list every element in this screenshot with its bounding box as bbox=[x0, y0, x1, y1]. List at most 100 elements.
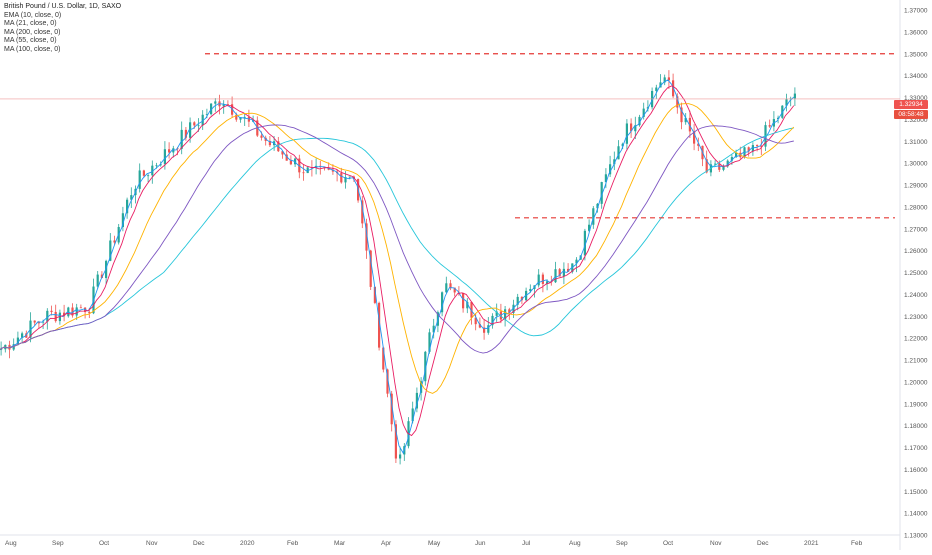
candle-body bbox=[655, 87, 658, 91]
y-tick-label: 1.15000 bbox=[904, 489, 928, 496]
y-tick-label: 1.19000 bbox=[904, 401, 928, 408]
candle-body bbox=[470, 301, 473, 318]
candle-body bbox=[260, 135, 263, 138]
candle-body bbox=[340, 173, 343, 183]
x-tick-label: 2020 bbox=[240, 540, 255, 547]
y-tick-label: 1.23000 bbox=[904, 314, 928, 321]
candle-body bbox=[33, 320, 36, 323]
candle-body bbox=[747, 147, 750, 152]
candle-body bbox=[537, 274, 540, 286]
candle-body bbox=[168, 149, 171, 153]
candle-body bbox=[54, 311, 57, 322]
candle-body bbox=[130, 195, 133, 200]
candle-body bbox=[163, 149, 166, 165]
candle-body bbox=[730, 157, 733, 161]
candle-body bbox=[142, 170, 145, 176]
candle-body bbox=[310, 167, 313, 169]
x-tick-label: Feb bbox=[287, 540, 299, 547]
x-tick-label: Oct bbox=[99, 540, 109, 547]
candle-body bbox=[121, 213, 124, 228]
candle-body bbox=[512, 304, 515, 313]
x-tick-label: Aug bbox=[5, 540, 17, 547]
candle-body bbox=[193, 122, 196, 126]
candle-body bbox=[793, 93, 796, 99]
x-tick-label: Sep bbox=[52, 540, 64, 547]
candle-body bbox=[239, 117, 242, 120]
candle-body bbox=[449, 283, 452, 288]
candle-body bbox=[541, 274, 544, 284]
candle-body bbox=[625, 123, 628, 144]
x-tick-label: Apr bbox=[381, 540, 392, 547]
candle-body bbox=[285, 154, 288, 161]
candle-body bbox=[386, 369, 389, 394]
candle-body bbox=[71, 307, 74, 316]
y-tick-label: 1.33000 bbox=[904, 95, 928, 102]
y-tick-label: 1.32000 bbox=[904, 117, 928, 124]
candle-body bbox=[453, 287, 456, 293]
candle-body bbox=[21, 333, 24, 338]
candle-body bbox=[289, 160, 292, 165]
candle-body bbox=[600, 182, 603, 204]
candle-body bbox=[609, 164, 612, 175]
candle-body bbox=[466, 301, 469, 309]
candle-body bbox=[495, 311, 498, 316]
candle-body bbox=[508, 309, 511, 313]
candle-body bbox=[159, 164, 162, 166]
candle-body bbox=[630, 123, 633, 132]
candle-body bbox=[554, 269, 557, 283]
candle-body bbox=[684, 117, 687, 123]
candle-body bbox=[516, 296, 519, 305]
candle-body bbox=[420, 381, 423, 393]
candle-body bbox=[222, 104, 225, 107]
candle-body bbox=[588, 224, 591, 231]
candle-body bbox=[79, 307, 82, 309]
ma-line bbox=[0, 103, 795, 394]
candle-body bbox=[697, 143, 700, 146]
candle-body bbox=[75, 307, 78, 316]
ma-line bbox=[0, 85, 795, 437]
candle-body bbox=[96, 274, 99, 287]
candle-body bbox=[558, 269, 561, 277]
candle-body bbox=[474, 317, 477, 325]
candle-body bbox=[546, 281, 549, 284]
candle-body bbox=[663, 77, 666, 83]
candle-body bbox=[726, 160, 729, 167]
candle-body bbox=[751, 145, 754, 152]
candle-body bbox=[604, 174, 607, 183]
y-tick-label: 1.30000 bbox=[904, 161, 928, 168]
y-tick-label: 1.22000 bbox=[904, 336, 928, 343]
candle-body bbox=[88, 312, 91, 314]
candle-body bbox=[680, 107, 683, 123]
candle-body bbox=[693, 131, 696, 144]
x-tick-label: Oct bbox=[663, 540, 673, 547]
candle-body bbox=[147, 175, 150, 177]
x-tick-label: Nov bbox=[146, 540, 158, 547]
candle-body bbox=[373, 286, 376, 303]
candle-body bbox=[378, 302, 381, 348]
candle-body bbox=[575, 259, 578, 264]
candle-body bbox=[42, 321, 45, 323]
candle-body bbox=[768, 125, 771, 127]
legend-ma100: MA (100, close, 0) bbox=[4, 45, 61, 53]
candle-body bbox=[50, 310, 53, 312]
candle-body bbox=[25, 333, 28, 338]
candle-body bbox=[226, 104, 229, 105]
chart-title: British Pound / U.S. Dollar, 1D, SAXO bbox=[4, 3, 122, 10]
y-tick-label: 1.14000 bbox=[904, 511, 928, 518]
legend: British Pound / U.S. Dollar, 1D, SAXO EM… bbox=[4, 3, 121, 55]
candle-body bbox=[785, 99, 788, 106]
candle-body bbox=[399, 454, 402, 459]
x-tick-label: Sep bbox=[616, 540, 628, 547]
x-tick-label: Aug bbox=[569, 540, 581, 547]
candle-body bbox=[16, 337, 19, 345]
y-tick-label: 1.13000 bbox=[904, 533, 928, 540]
legend-ma55: MA (55, close, 0) bbox=[4, 37, 57, 45]
candle-body bbox=[155, 165, 158, 167]
candle-body bbox=[491, 315, 494, 326]
candle-body bbox=[462, 292, 465, 309]
y-tick-label: 1.29000 bbox=[904, 183, 928, 190]
candle-body bbox=[638, 116, 641, 126]
countdown-badge: 08:58:48 bbox=[894, 110, 928, 119]
